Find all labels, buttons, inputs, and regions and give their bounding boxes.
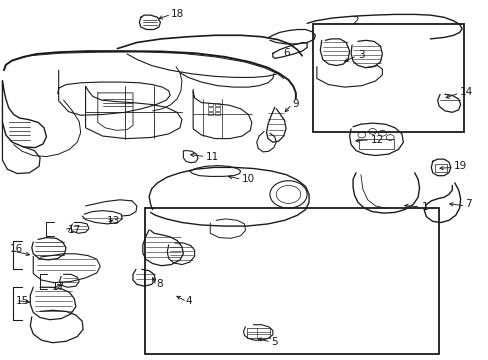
Text: 9: 9 (292, 99, 299, 109)
Text: 18: 18 (171, 9, 184, 19)
Bar (215, 103, 220, 106)
Text: 2: 2 (351, 16, 358, 26)
Text: 7: 7 (465, 199, 471, 210)
Bar (207, 103, 212, 106)
Text: 17: 17 (67, 225, 81, 235)
Bar (313, 24, 463, 132)
Bar (207, 112, 212, 115)
Text: 12: 12 (370, 135, 383, 145)
Text: 14: 14 (459, 87, 472, 97)
Text: 8: 8 (156, 279, 163, 289)
Text: 10: 10 (242, 174, 255, 184)
Bar (215, 107, 220, 111)
Text: 5: 5 (271, 337, 278, 347)
Text: 17: 17 (51, 282, 64, 292)
Bar (359, 139, 393, 149)
Text: 16: 16 (10, 244, 23, 254)
Bar (144, 208, 438, 354)
Text: 15: 15 (16, 296, 29, 306)
Bar (246, 328, 269, 338)
Text: 6: 6 (283, 48, 290, 58)
Text: 1: 1 (421, 202, 427, 212)
Text: 11: 11 (205, 152, 218, 162)
Text: 4: 4 (185, 296, 192, 306)
Bar (215, 112, 220, 115)
Bar (207, 107, 212, 111)
Text: 3: 3 (357, 50, 364, 60)
Text: 19: 19 (453, 161, 466, 171)
Text: 13: 13 (106, 216, 120, 226)
Bar (434, 164, 447, 172)
